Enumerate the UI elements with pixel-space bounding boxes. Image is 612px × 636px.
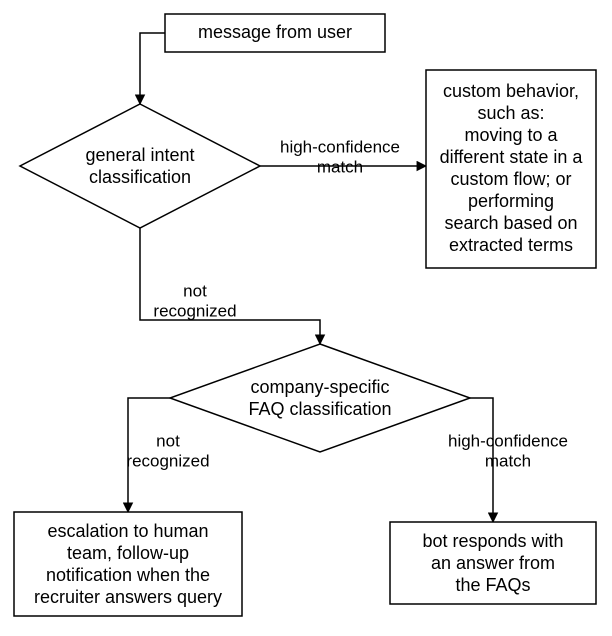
node-custom-l3: moving to a xyxy=(464,125,558,145)
node-start-label: message from user xyxy=(198,22,352,42)
node-custom-l6: performing xyxy=(468,191,554,211)
node-intent-label-1: general intent xyxy=(85,145,194,165)
edge-intent-faq-label-1: not xyxy=(183,281,207,300)
node-botans-l2: an answer from xyxy=(431,553,555,573)
node-faq-label-2: FAQ classification xyxy=(248,399,391,419)
edge-faq-botans-label-1: high-confidence xyxy=(448,431,568,450)
node-custom-l1: custom behavior, xyxy=(443,81,579,101)
edge-faq-escalate-label-1: not xyxy=(156,431,180,450)
node-faq-label-1: company-specific xyxy=(250,377,389,397)
edge-intent-custom-label-1: high-confidence xyxy=(280,137,400,156)
node-escalate-l2: team, follow-up xyxy=(67,543,189,563)
node-custom-l5: custom flow; or xyxy=(450,169,571,189)
edge-faq-botans-label-2: match xyxy=(485,451,531,470)
edge-faq-escalate-label-2: recognized xyxy=(126,451,209,470)
node-custom-l4: different state in a xyxy=(440,147,584,167)
node-botans-l3: the FAQs xyxy=(455,575,530,595)
edge-intent-faq xyxy=(140,228,320,344)
node-escalate-l1: escalation to human xyxy=(47,521,208,541)
node-intent-label-2: classification xyxy=(89,167,191,187)
node-botans-l1: bot responds with xyxy=(422,531,563,551)
node-escalate-l3: notification when the xyxy=(46,565,210,585)
node-escalate-l4: recruiter answers query xyxy=(34,587,222,607)
edge-intent-faq-label-2: recognized xyxy=(153,301,236,320)
node-custom-l7: search based on xyxy=(444,213,577,233)
edge-start-intent xyxy=(140,33,165,104)
node-custom-l8: extracted terms xyxy=(449,235,573,255)
node-custom-l2: such as: xyxy=(477,103,544,123)
edge-intent-custom-label-2: match xyxy=(317,157,363,176)
